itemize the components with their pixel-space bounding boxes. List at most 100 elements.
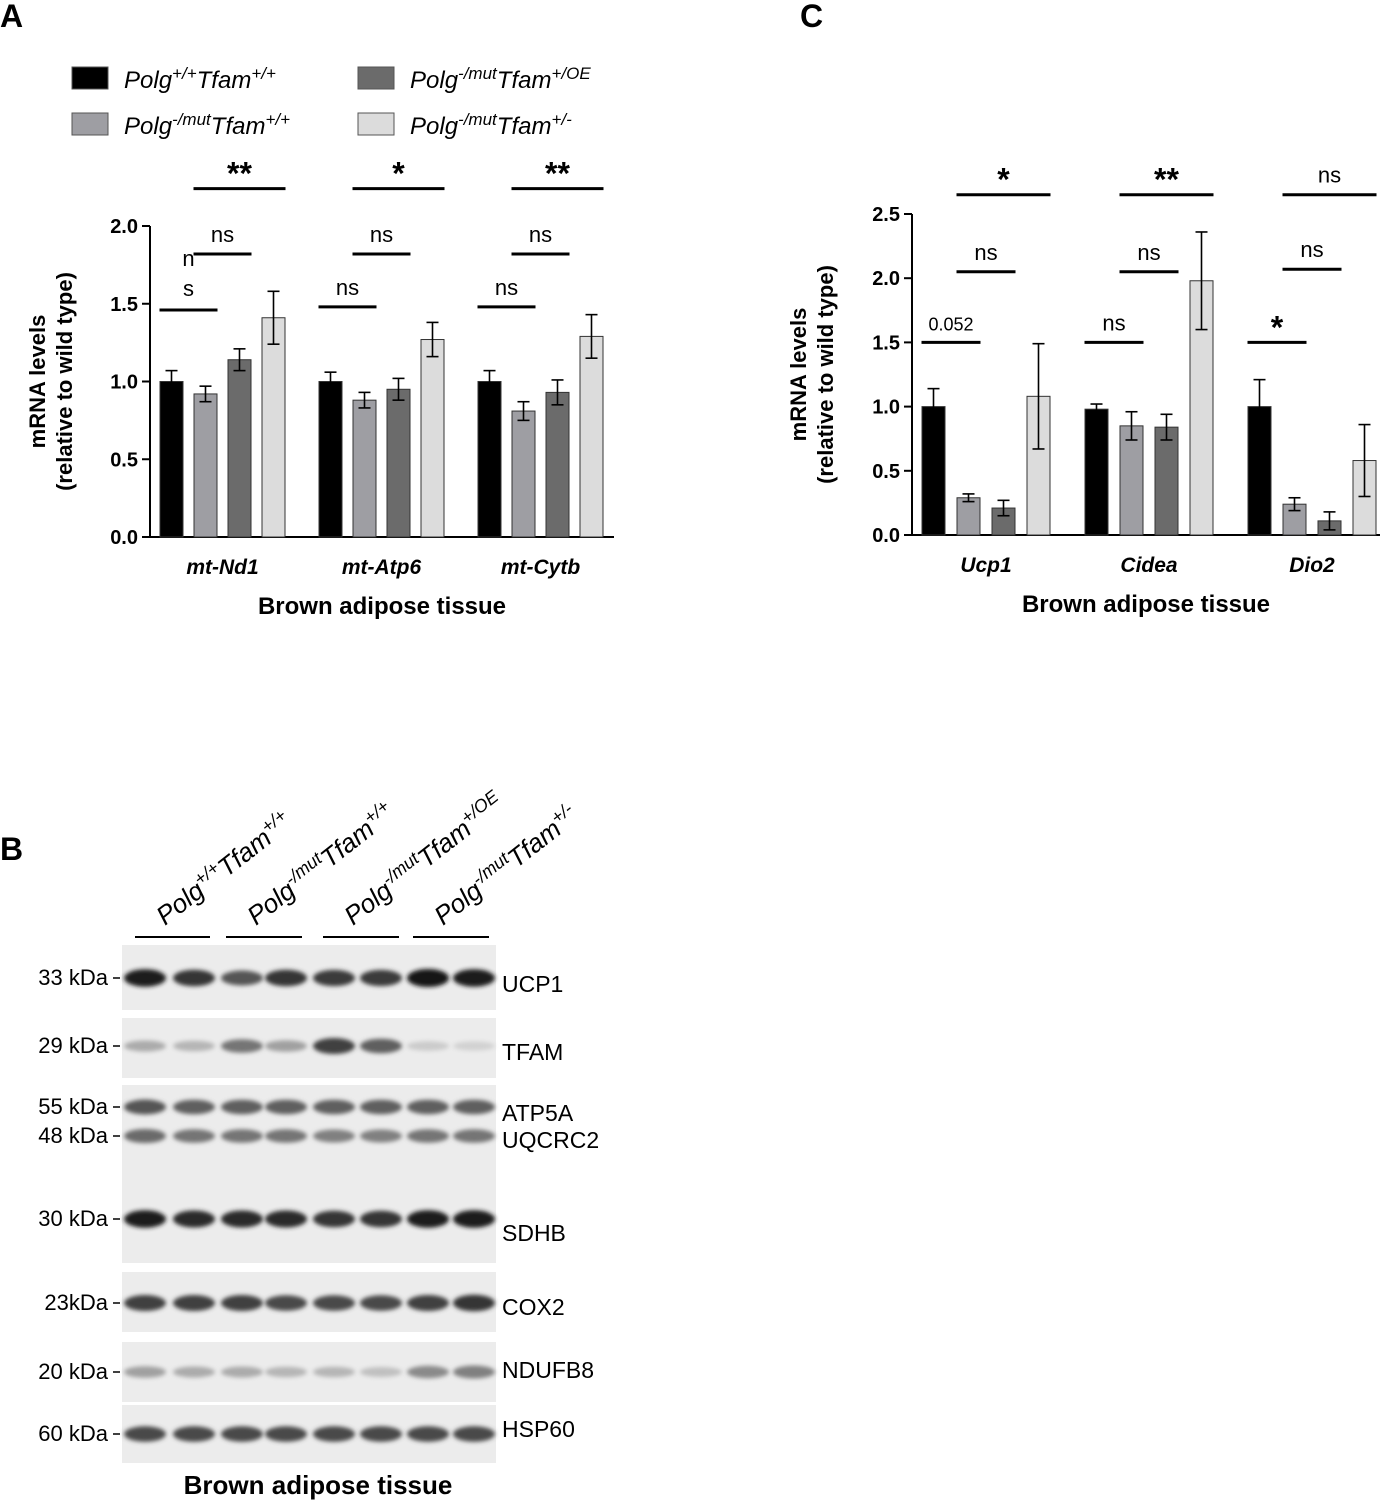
- bar: [579, 335, 604, 538]
- significance-label: ns: [529, 222, 552, 247]
- band: [407, 1041, 449, 1051]
- significance-label: ns: [1300, 237, 1323, 262]
- band: [173, 969, 215, 987]
- band: [265, 1040, 307, 1052]
- band: [313, 1129, 355, 1143]
- band: [407, 969, 449, 987]
- band: [453, 969, 495, 987]
- band: [221, 1099, 263, 1115]
- band: [313, 1210, 355, 1228]
- band: [360, 1129, 402, 1143]
- band: [313, 1099, 355, 1115]
- bar: [545, 391, 570, 538]
- band: [360, 1426, 402, 1442]
- chart-c: 0.0 0.5 1.0 1.5 2.0 2.5 mRNA levels(relative t…: [786, 162, 1380, 618]
- protein-label: ATP5A: [502, 1100, 574, 1126]
- blot-title: Brown adipose tissue: [184, 1470, 453, 1500]
- legend-swatch: [357, 66, 395, 90]
- legend-swatch: [71, 112, 109, 136]
- category-label: mt-Cytb: [501, 556, 580, 579]
- band: [124, 1210, 166, 1228]
- band: [221, 1039, 263, 1053]
- significance-label: ns: [370, 222, 393, 247]
- significance-label: **: [545, 156, 570, 192]
- band: [173, 1210, 215, 1228]
- band: [265, 1099, 307, 1115]
- band: [453, 1365, 495, 1379]
- panel-label-c: C: [800, 0, 823, 34]
- significance-label: **: [227, 156, 252, 192]
- band: [124, 969, 166, 987]
- bar: [1154, 426, 1179, 536]
- significance-label: ns: [495, 275, 518, 300]
- significance-label: *: [1271, 309, 1284, 345]
- panel-label-a: A: [0, 0, 23, 34]
- band: [360, 1210, 402, 1228]
- significance-label: ns: [1318, 163, 1341, 188]
- legend-label: Polg-/mutTfam+/-: [410, 110, 572, 140]
- band: [173, 1040, 215, 1052]
- legend-swatch: [357, 112, 395, 136]
- y-tick-label: 2.0: [872, 268, 900, 290]
- bar: [511, 410, 536, 538]
- band: [221, 1426, 263, 1442]
- band: [221, 1295, 263, 1311]
- y-tick-label: 1.5: [872, 332, 900, 354]
- protein-label: UCP1: [502, 971, 563, 997]
- bar: [921, 406, 946, 536]
- band: [173, 1295, 215, 1311]
- chart-a: 0.0 0.5 1.0 1.5 2.0 mRNA levels(relative to w…: [25, 156, 614, 620]
- protein-label: HSP60: [502, 1416, 575, 1442]
- bar: [1119, 425, 1144, 536]
- significance-label: *: [997, 162, 1010, 198]
- band: [360, 969, 402, 987]
- band: [313, 1366, 355, 1378]
- y-axis-label: mRNA levels(relative to wild type): [786, 265, 838, 484]
- panel-label-b: B: [0, 831, 23, 867]
- band: [265, 1366, 307, 1378]
- bar: [159, 381, 184, 538]
- mw-marker: 55 kDa: [38, 1094, 108, 1119]
- band: [124, 1040, 166, 1052]
- western-blot: 33 kDa UCP1 29 kDa TFAM 55 kDa ATP5A 48 kDa UQC…: [38, 786, 599, 1463]
- bar: [1084, 408, 1109, 536]
- mw-marker: 23kDa: [44, 1290, 108, 1315]
- significance-label: ns: [336, 275, 359, 300]
- significance-label: ns: [211, 222, 234, 247]
- band: [407, 1099, 449, 1115]
- mw-marker: 29 kDa: [38, 1033, 108, 1058]
- legend-swatch: [71, 66, 109, 90]
- band: [407, 1295, 449, 1311]
- significance-label: *: [392, 156, 405, 192]
- y-tick-label: 1.0: [872, 397, 900, 419]
- mw-marker: 48 kDa: [38, 1123, 108, 1148]
- band: [313, 1426, 355, 1442]
- band: [453, 1210, 495, 1228]
- band: [173, 1129, 215, 1143]
- protein-label: COX2: [502, 1294, 565, 1320]
- band: [407, 1426, 449, 1442]
- band: [124, 1129, 166, 1143]
- category-label: Dio2: [1289, 554, 1335, 577]
- band: [221, 1210, 263, 1228]
- band: [265, 1210, 307, 1228]
- significance-label: s: [183, 276, 194, 301]
- y-tick-label: 1.5: [110, 294, 138, 316]
- band: [173, 1099, 215, 1115]
- significance-label: ns: [1137, 240, 1160, 265]
- legend: Polg+/+Tfam+/+ Polg-/mutTfam+/OE Polg-/mut…: [71, 64, 591, 140]
- band: [265, 1129, 307, 1143]
- band: [453, 1294, 495, 1312]
- protein-label: UQCRC2: [502, 1127, 599, 1153]
- band: [313, 1295, 355, 1311]
- lane-label: Polg-/mutTfam+/OE: [337, 786, 510, 931]
- mw-marker: 60 kDa: [38, 1421, 108, 1446]
- mw-marker: 30 kDa: [38, 1206, 108, 1231]
- significance-label: ns: [974, 240, 997, 265]
- band: [360, 1099, 402, 1115]
- bar: [318, 381, 343, 538]
- category-label: Cidea: [1120, 554, 1178, 577]
- significance-label: ns: [1102, 310, 1125, 335]
- band: [453, 1426, 495, 1442]
